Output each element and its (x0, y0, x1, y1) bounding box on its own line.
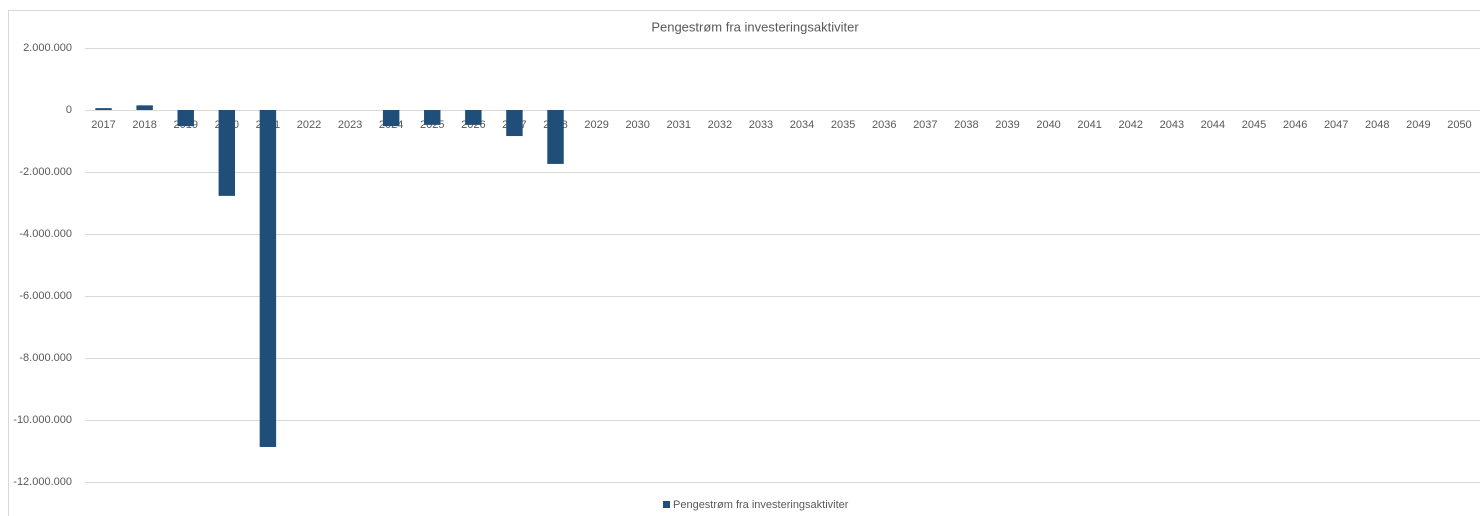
bar (506, 110, 523, 137)
x-tick-label: 2035 (831, 119, 855, 131)
x-tick-label: 2029 (584, 119, 608, 131)
x-tick-label: 2039 (995, 119, 1019, 131)
y-tick-label: -2.000.000 (19, 166, 72, 178)
y-tick-label: -8.000.000 (19, 352, 72, 364)
legend-label: Pengestrøm fra investeringsaktiviter (673, 499, 849, 511)
chart-title: Pengestrøm fra investeringsaktiviter (651, 19, 859, 34)
bar (259, 110, 277, 447)
y-tick-label: -10.000.000 (13, 414, 72, 426)
y-tick-label: -6.000.000 (19, 290, 72, 302)
bar (177, 110, 194, 127)
x-tick-label: 2042 (1119, 119, 1143, 131)
x-tick-label: 2040 (1036, 119, 1060, 131)
x-tick-label: 2044 (1201, 119, 1225, 131)
bar (465, 110, 482, 125)
x-tick-label: 2023 (338, 119, 362, 131)
y-tick-label: -4.000.000 (19, 228, 72, 240)
x-tick-label: 2034 (790, 119, 814, 131)
x-tick-label: 2032 (708, 119, 732, 131)
x-tick-label: 2017 (91, 119, 115, 131)
x-tick-label: 2018 (132, 119, 156, 131)
x-tick-label: 2036 (872, 119, 896, 131)
bar (218, 110, 236, 196)
y-tick-label: 2.000.000 (23, 42, 72, 54)
y-tick-label: -12.000.000 (13, 476, 72, 488)
x-tick-label: 2031 (667, 119, 691, 131)
x-tick-label: 2041 (1077, 119, 1101, 131)
bar (382, 110, 400, 127)
x-tick-label: 2038 (954, 119, 978, 131)
x-tick-label: 2049 (1406, 119, 1430, 131)
bar (424, 110, 441, 125)
y-tick-label: 0 (66, 104, 72, 116)
x-tick-label: 2048 (1365, 119, 1389, 131)
x-tick-label: 2045 (1242, 119, 1266, 131)
legend-swatch (663, 501, 670, 508)
bar (95, 108, 112, 110)
x-tick-label: 2043 (1160, 119, 1184, 131)
x-tick-label: 2037 (913, 119, 937, 131)
x-tick-label: 2050 (1447, 119, 1471, 131)
x-tick-label: 2033 (749, 119, 773, 131)
x-tick-label: 2030 (625, 119, 649, 131)
x-tick-label: 2046 (1283, 119, 1307, 131)
bar (136, 105, 153, 110)
x-tick-label: 2022 (297, 119, 321, 131)
chart-border (8, 10, 1480, 516)
x-tick-label: 2047 (1324, 119, 1348, 131)
bar (547, 110, 564, 164)
